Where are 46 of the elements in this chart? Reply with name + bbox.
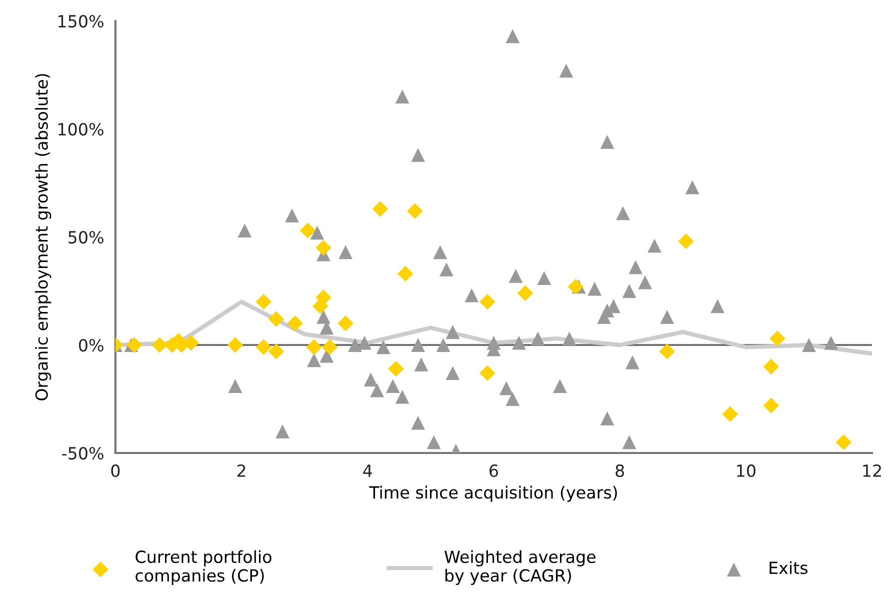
x-tick-label: 10 — [737, 464, 756, 478]
point — [287, 316, 303, 332]
point — [268, 311, 284, 327]
point — [388, 360, 404, 377]
point — [568, 278, 584, 295]
point — [763, 358, 779, 374]
point — [480, 294, 496, 310]
legend-label: Exits — [770, 561, 808, 574]
point — [372, 201, 388, 217]
point — [517, 285, 534, 302]
x-tick-label: 2 — [237, 464, 246, 477]
point — [268, 344, 284, 360]
x-axis-title: Time since acquisition (years) — [369, 486, 617, 502]
point — [763, 398, 779, 414]
x-tick-label: 4 — [363, 464, 372, 477]
y-axis-title: Organic employment growth (absolute) — [34, 74, 52, 400]
point — [152, 337, 168, 353]
y-tick-label: 100% — [58, 122, 104, 136]
legend-label: Weighted average by year (CAGR) — [444, 550, 596, 585]
point — [316, 240, 332, 256]
x-tick-label: 8 — [616, 464, 624, 478]
x-tick-label: 12 — [863, 464, 881, 477]
point — [338, 316, 354, 332]
point — [316, 290, 332, 306]
x-tick-label: 6 — [490, 464, 498, 478]
point — [480, 365, 496, 381]
point — [227, 337, 244, 353]
y-tick-label: 0% — [78, 338, 104, 352]
point — [300, 222, 316, 238]
point — [770, 330, 786, 346]
point — [256, 294, 272, 310]
point — [836, 434, 852, 450]
point — [126, 337, 142, 353]
point — [322, 339, 338, 356]
y-tick-label: 50% — [68, 230, 104, 244]
point — [722, 406, 738, 422]
y-tick-label: 150% — [58, 14, 104, 28]
point — [407, 203, 423, 219]
point — [398, 266, 414, 282]
legend-label: Current portfolio companies (CP) — [136, 550, 272, 585]
point — [678, 233, 694, 250]
point — [659, 344, 675, 360]
x-tick-label: 0 — [111, 464, 120, 478]
y-tick-label: -50% — [62, 446, 104, 460]
point — [306, 339, 322, 356]
point — [256, 339, 272, 356]
